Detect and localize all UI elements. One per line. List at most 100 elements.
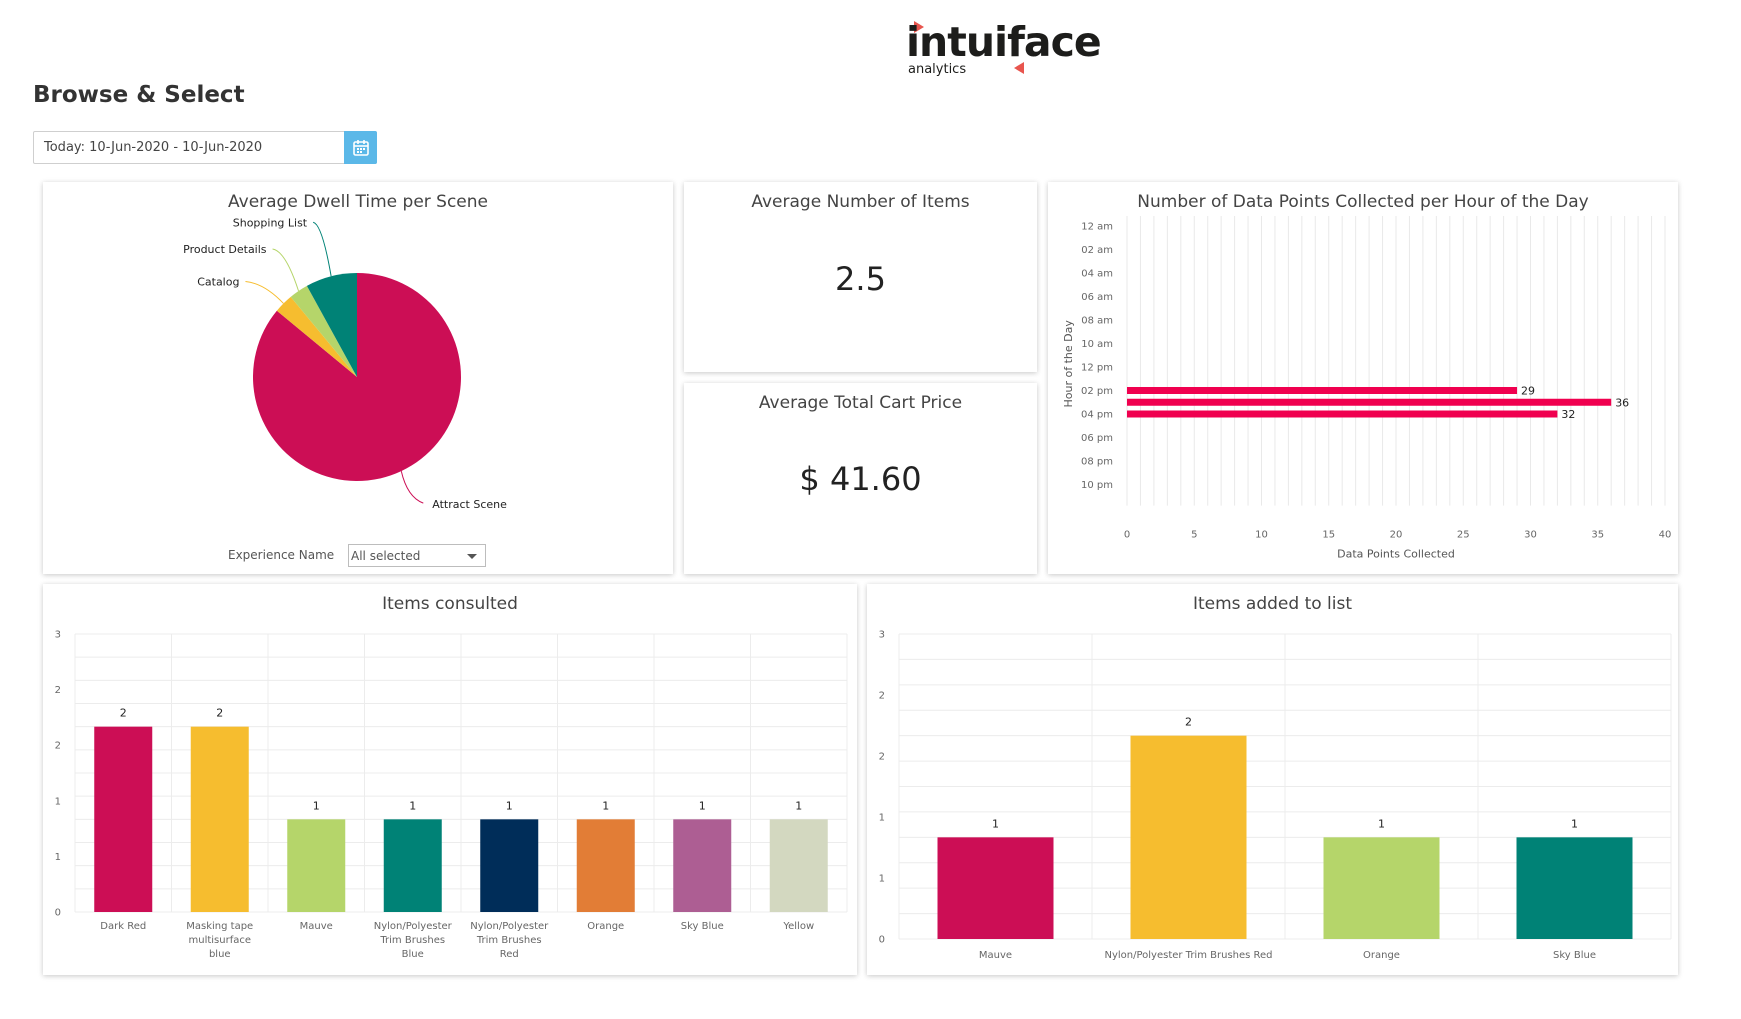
pie-label: Catalog	[197, 275, 239, 288]
pie-leader	[400, 470, 424, 504]
items-consulted-chart: 0 1 1 2 2 3 2 Dark Red 2 Masking tape multisurface…	[55, 630, 848, 960]
intuiface-logo: intuiface analytics	[906, 20, 1106, 80]
x-tick-label: Orange	[1363, 950, 1400, 961]
bar-value-label: 32	[1561, 408, 1575, 421]
logo-triangle-bottom	[1014, 62, 1024, 74]
avg-cart-value: $ 41.60	[799, 460, 922, 498]
x-tick-label: 15	[1322, 530, 1335, 541]
hour-bar	[1127, 387, 1518, 394]
pie-label: Attract Scene	[432, 498, 507, 511]
y-tick-label: 1	[55, 852, 61, 863]
x-tick-label: multisurface	[188, 935, 251, 946]
y-tick-label: 06 am	[1081, 292, 1113, 303]
y-tick-label: 12 pm	[1081, 363, 1113, 374]
x-tick-label: 25	[1457, 530, 1470, 541]
x-tick-label: Mauve	[979, 950, 1012, 961]
y-tick-label: 02 am	[1081, 245, 1113, 256]
dwell-pie-chart: Attract Scene Catalog Product Details Shopp…	[183, 216, 507, 511]
chevron-down-icon	[467, 554, 477, 559]
bar-value-label: 1	[602, 799, 609, 812]
page-title: Browse & Select	[33, 82, 245, 108]
x-tick-label: Dark Red	[100, 921, 146, 932]
x-tick-label: 35	[1591, 530, 1604, 541]
bar-value-label: 1	[1571, 817, 1578, 830]
logo-triangle-top	[914, 21, 924, 33]
bar	[1516, 837, 1633, 939]
dwell-time-card: Average Dwell Time per Scene Attract Sce…	[43, 182, 673, 574]
items-consulted-card: Items consulted 0 1 1 2 2 3 2 Dark Red 2 Masking …	[43, 584, 857, 975]
calendar-button[interactable]	[344, 131, 377, 164]
bar	[769, 819, 828, 912]
y-tick-label: 0	[55, 908, 61, 919]
date-range-picker[interactable]: Today: 10-Jun-2020 - 10-Jun-2020	[33, 131, 377, 164]
x-tick-label: Masking tape	[186, 921, 253, 932]
x-tick-label: Trim Brushes	[379, 935, 445, 946]
x-tick-label: 40	[1659, 530, 1672, 541]
x-axis-title: Data Points Collected	[1337, 548, 1455, 561]
logo-subtitle: analytics	[908, 62, 967, 77]
avg-cart-card: Average Total Cart Price $ 41.60	[684, 383, 1037, 574]
bar	[1323, 837, 1440, 939]
x-tick-label: blue	[209, 949, 231, 960]
pie-label: Shopping List	[233, 216, 308, 229]
y-tick-label: 2	[55, 741, 61, 752]
date-range-value[interactable]: Today: 10-Jun-2020 - 10-Jun-2020	[44, 140, 263, 155]
x-tick-label: 5	[1191, 530, 1197, 541]
bar	[480, 819, 539, 912]
y-tick-label: 04 pm	[1081, 410, 1113, 421]
bar-value-label: 36	[1615, 396, 1629, 409]
x-tick-label: Blue	[402, 949, 424, 960]
y-tick-label: 0	[879, 935, 885, 946]
pie-label: Product Details	[183, 243, 267, 256]
y-tick-label: 10 am	[1081, 339, 1113, 350]
bar	[190, 726, 249, 912]
experience-filter-value: All selected	[351, 549, 421, 563]
pie-slice	[306, 273, 357, 377]
bar-value-label: 2	[1185, 716, 1192, 729]
pie-leader	[272, 248, 300, 292]
pie-slice	[276, 296, 357, 377]
x-tick-label: Nylon/Polyester	[374, 921, 453, 932]
bar-value-label: 1	[1378, 817, 1385, 830]
pie-leader	[245, 280, 284, 304]
bar-value-label: 1	[699, 799, 706, 812]
bar-value-label: 1	[409, 799, 416, 812]
x-tick-label: Mauve	[300, 921, 333, 932]
y-tick-label: 1	[879, 813, 885, 824]
x-tick-label: Sky Blue	[1553, 950, 1596, 961]
bar	[383, 819, 442, 912]
avg-items-value: 2.5	[835, 260, 886, 298]
y-tick-label: 04 am	[1081, 269, 1113, 280]
y-tick-label: 3	[879, 630, 885, 641]
bar	[94, 726, 153, 912]
y-tick-label: 2	[879, 691, 885, 702]
bar	[673, 819, 732, 912]
hour-bar	[1127, 410, 1558, 418]
bar	[287, 819, 346, 912]
x-tick-label: Nylon/Polyester Trim Brushes Red	[1104, 950, 1272, 961]
y-tick-label: 10 pm	[1081, 480, 1113, 491]
pie-slice	[290, 285, 357, 377]
items-consulted-title: Items consulted	[382, 594, 518, 614]
items-added-title: Items added to list	[1192, 594, 1353, 614]
x-tick-label: 0	[1124, 530, 1130, 541]
calendar-icon	[353, 140, 369, 156]
x-tick-label: Nylon/Polyester	[470, 921, 549, 932]
experience-filter-select[interactable]: All selected	[348, 544, 486, 567]
logo-wordmark: intuiface	[906, 18, 1102, 66]
hourly-bar-chart: 0 5 10 15 20 25 30 35 40 12 am 02 am 04 am 06 am 08 a…	[1062, 216, 1672, 561]
y-tick-label: 1	[55, 796, 61, 807]
x-tick-label: 10	[1255, 530, 1268, 541]
y-tick-label: 08 pm	[1081, 457, 1113, 468]
bar-value-label: 1	[313, 799, 320, 812]
x-tick-label: Orange	[587, 921, 624, 932]
bar-value-label: 2	[120, 707, 127, 720]
bar-value-label: 29	[1521, 385, 1535, 398]
y-tick-label: 2	[55, 685, 61, 696]
bar	[576, 819, 635, 912]
bar	[1130, 735, 1247, 939]
y-tick-label: 12 am	[1081, 222, 1113, 233]
hourly-title: Number of Data Points Collected per Hour…	[1137, 192, 1589, 212]
hourly-card: Number of Data Points Collected per Hour…	[1048, 182, 1678, 574]
y-tick-label: 06 pm	[1081, 433, 1113, 444]
